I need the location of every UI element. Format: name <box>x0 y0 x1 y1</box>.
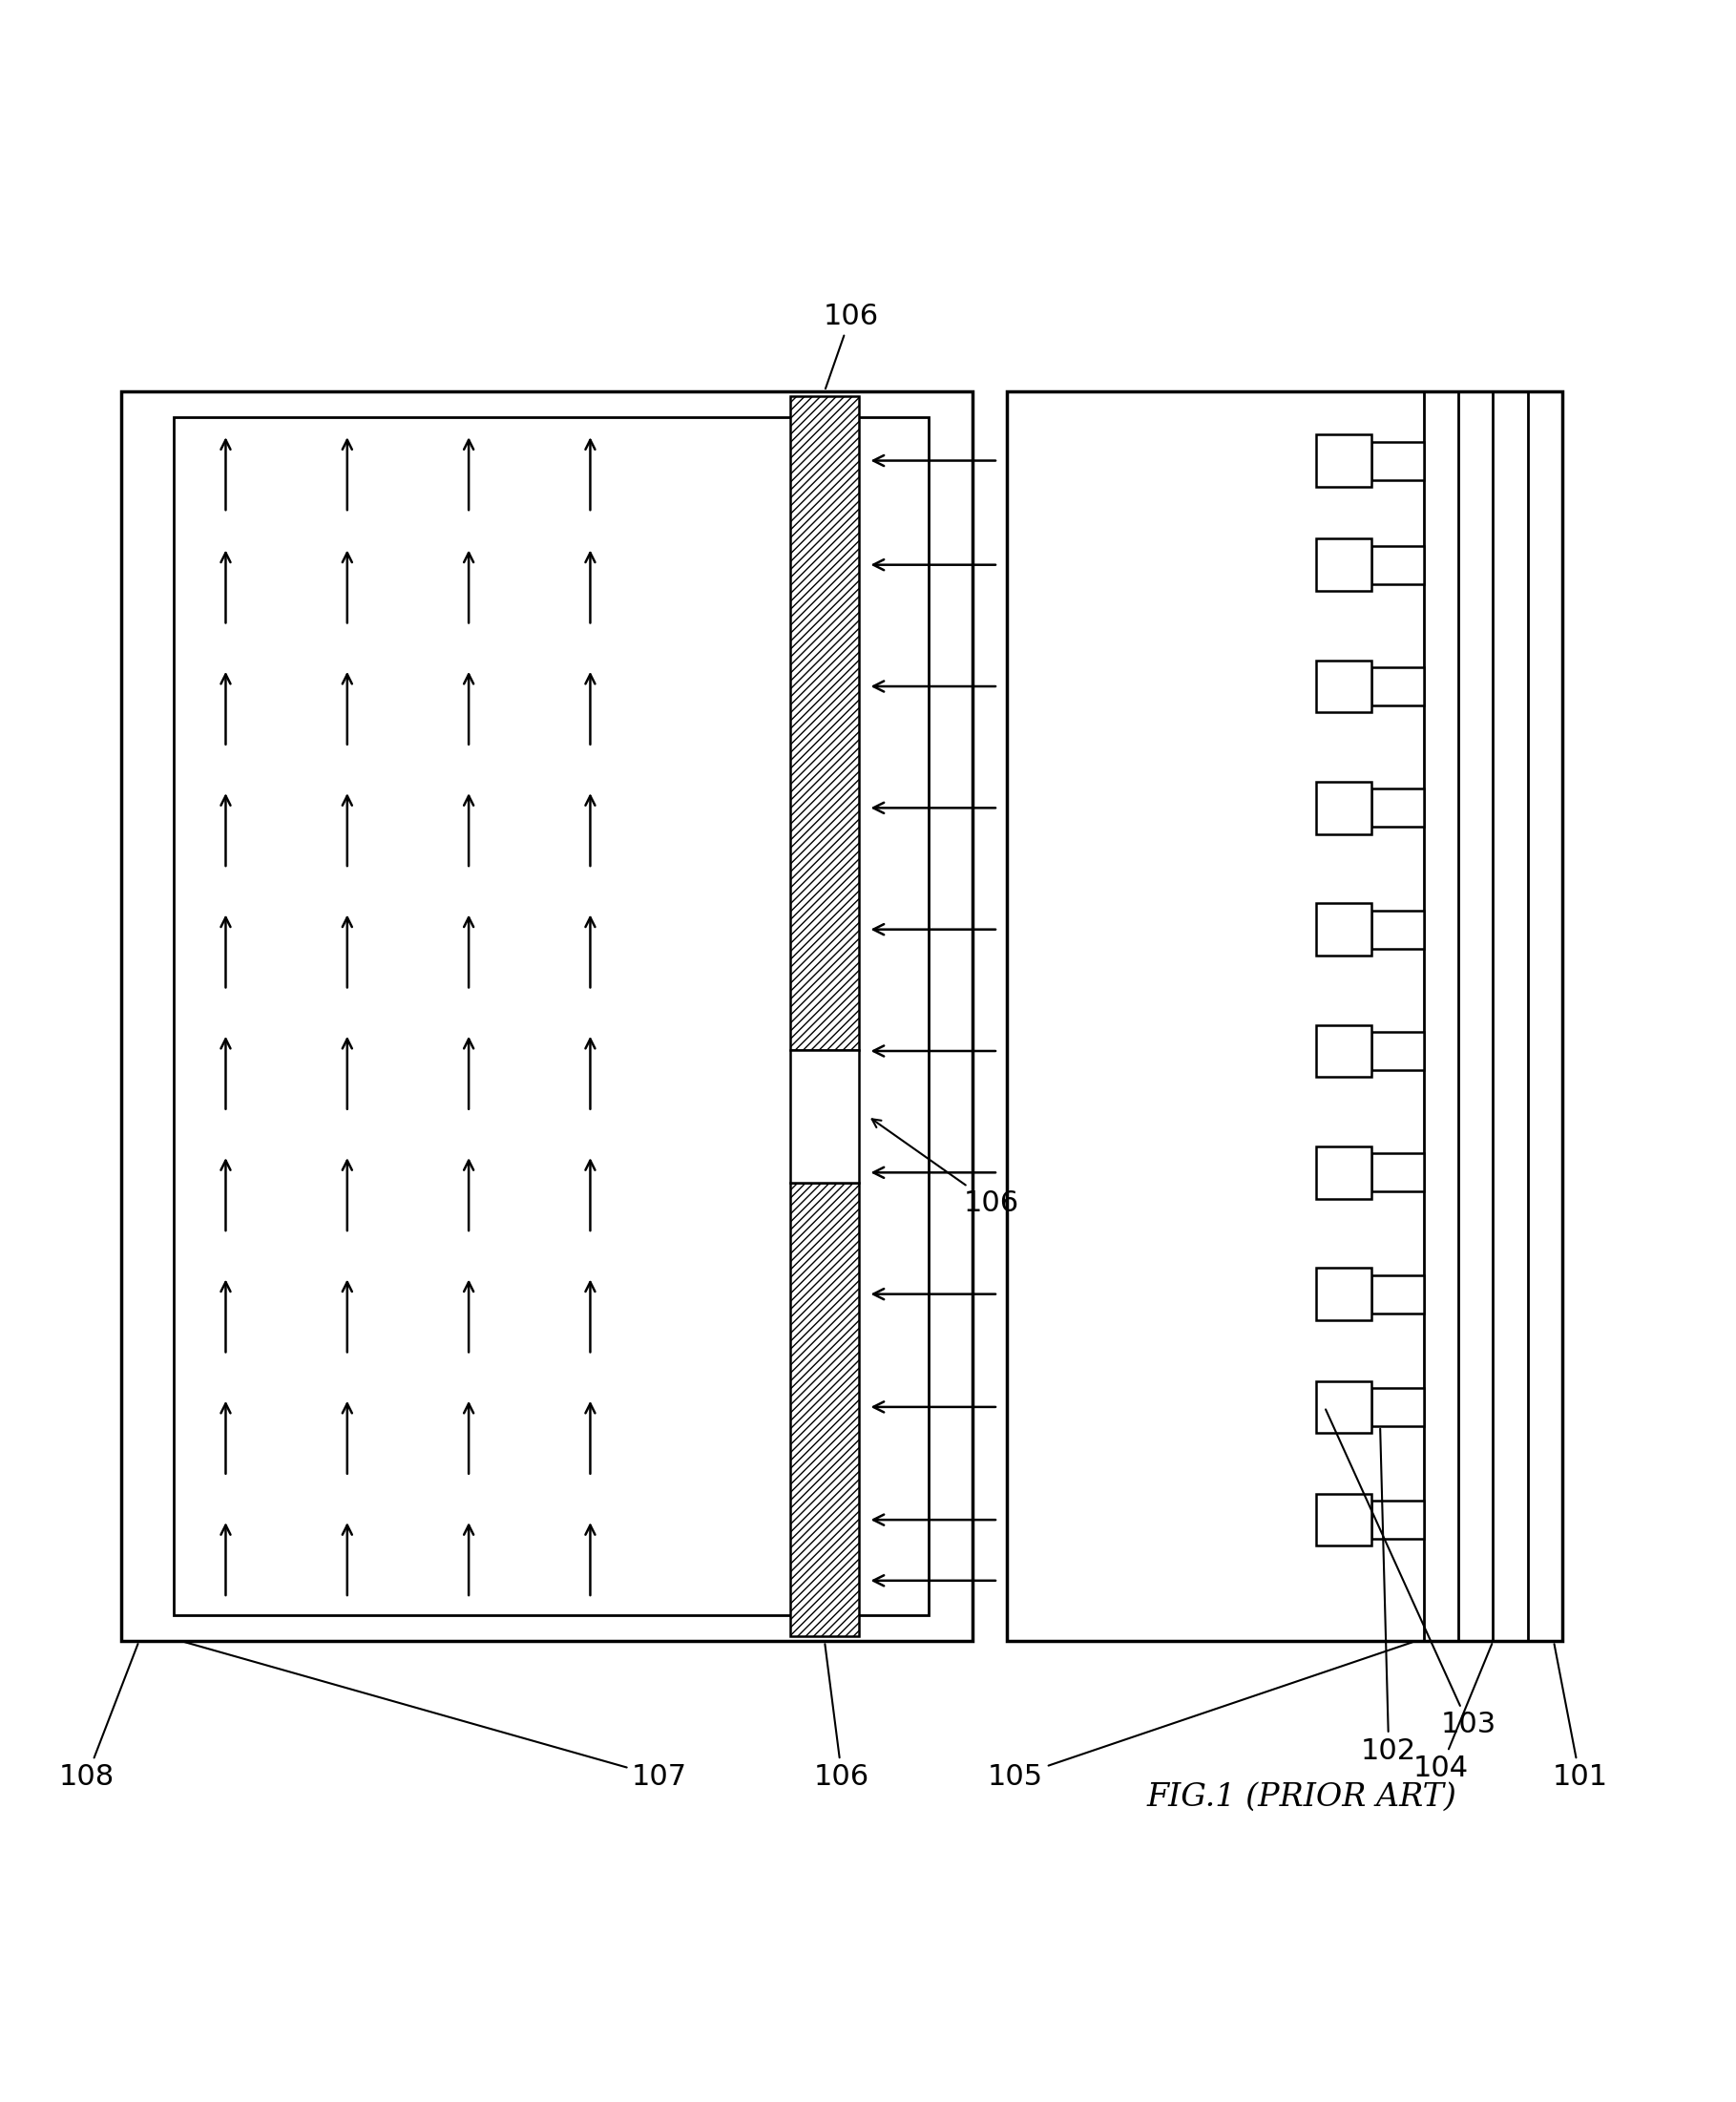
Bar <box>790 1051 859 1181</box>
Text: 101: 101 <box>1552 1644 1608 1791</box>
Bar <box>1371 547 1424 584</box>
Bar <box>1371 788 1424 826</box>
Text: 102: 102 <box>1361 1429 1417 1764</box>
Bar <box>1316 904 1371 956</box>
Bar <box>1371 1276 1424 1314</box>
Bar <box>1371 910 1424 948</box>
Bar <box>1316 660 1371 713</box>
Bar <box>1007 391 1562 1642</box>
Bar <box>174 416 929 1614</box>
Text: 104: 104 <box>1413 1644 1491 1782</box>
Text: 103: 103 <box>1326 1408 1496 1738</box>
Bar <box>1316 538 1371 591</box>
Bar <box>1316 435 1371 488</box>
Bar <box>1316 1381 1371 1434</box>
Bar <box>1371 1387 1424 1425</box>
Text: 107: 107 <box>184 1642 687 1791</box>
Bar <box>1371 441 1424 479</box>
Bar <box>1316 1026 1371 1076</box>
Text: FIG.1 (PRIOR ART): FIG.1 (PRIOR ART) <box>1147 1782 1457 1812</box>
Text: 106: 106 <box>814 1644 870 1791</box>
Text: 108: 108 <box>59 1644 137 1791</box>
Bar <box>1316 1146 1371 1198</box>
Bar <box>1316 782 1371 834</box>
Bar <box>1371 1032 1424 1070</box>
Bar <box>790 1181 859 1635</box>
Text: 106: 106 <box>823 303 878 389</box>
Text: 105: 105 <box>988 1642 1413 1791</box>
Bar <box>1371 666 1424 706</box>
Bar <box>122 391 972 1642</box>
Text: 106: 106 <box>871 1118 1019 1217</box>
Bar <box>1371 1154 1424 1192</box>
Bar <box>1316 1495 1371 1545</box>
Bar <box>1316 1268 1371 1320</box>
Bar <box>1371 1501 1424 1539</box>
Bar <box>790 397 859 1051</box>
